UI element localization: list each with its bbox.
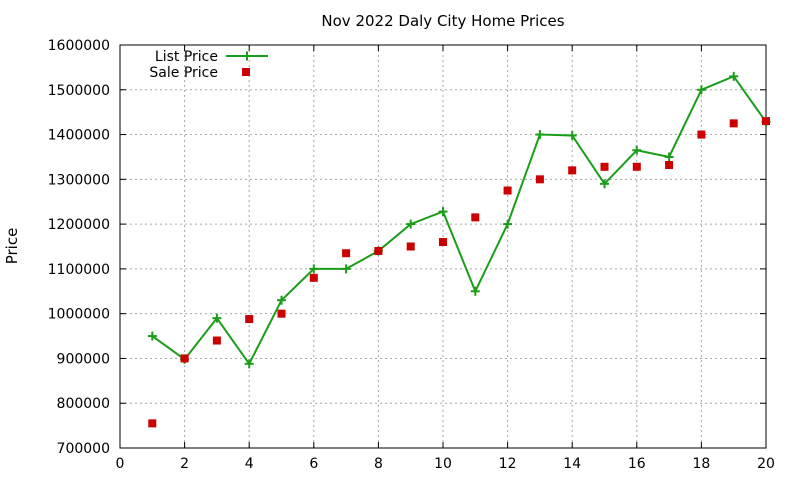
- data-point: [245, 315, 254, 324]
- data-point: [729, 71, 739, 81]
- data-point: [762, 117, 770, 126]
- x-tick-label: 8: [374, 456, 383, 472]
- x-tick-label: 18: [692, 456, 710, 472]
- data-point: [503, 219, 513, 229]
- data-point: [244, 359, 254, 369]
- y-tick-label: 1000000: [48, 307, 110, 323]
- data-point: [471, 213, 480, 222]
- x-tick-label: 0: [116, 456, 125, 472]
- y-tick-label: 1200000: [48, 217, 110, 233]
- data-point: [567, 130, 577, 140]
- series-1: [148, 117, 770, 428]
- chart-title: Nov 2022 Daly City Home Prices: [321, 12, 564, 30]
- x-tick-label: 6: [309, 456, 318, 472]
- data-point: [147, 331, 157, 341]
- y-tick-label: 700000: [57, 441, 110, 457]
- data-point: [535, 175, 544, 184]
- data-point: [664, 152, 674, 162]
- y-tick-label: 1100000: [48, 262, 110, 278]
- series-0: [147, 71, 771, 369]
- data-point: [470, 286, 480, 296]
- x-tick-label: 14: [563, 456, 581, 472]
- y-tick-label: 1600000: [48, 38, 110, 54]
- y-tick-label: 900000: [57, 351, 110, 367]
- data-point: [600, 179, 609, 189]
- x-tick-label: 10: [434, 456, 452, 472]
- legend-entry: List Price: [155, 49, 268, 65]
- data-point: [341, 264, 351, 274]
- x-tick-label: 12: [499, 456, 517, 472]
- x-tick-label: 20: [757, 456, 775, 472]
- data-point: [503, 186, 512, 195]
- data-point: [600, 162, 609, 171]
- data-point: [212, 336, 221, 345]
- data-point: [406, 242, 415, 251]
- data-point: [277, 295, 286, 305]
- data-point: [374, 246, 383, 255]
- data-point: [309, 264, 319, 274]
- legend-label: List Price: [155, 49, 218, 65]
- legend-entry: Sale Price: [149, 65, 250, 81]
- x-tick-label: 16: [628, 456, 646, 472]
- data-point: [148, 419, 157, 428]
- data-point: [696, 85, 706, 95]
- data-point: [180, 354, 189, 363]
- data-point: [212, 313, 222, 323]
- data-point: [438, 207, 448, 217]
- data-point: [342, 249, 351, 258]
- data-point: [439, 238, 447, 247]
- data-point: [406, 219, 416, 229]
- data-point: [277, 309, 286, 318]
- x-tick-label: 4: [245, 456, 254, 472]
- data-point: [632, 145, 642, 155]
- data-point: [729, 119, 738, 128]
- series-group: [147, 71, 771, 428]
- data-point: [697, 130, 706, 139]
- data-point: [632, 162, 641, 171]
- series-line: [151, 75, 767, 366]
- data-point: [665, 161, 674, 170]
- x-tick-label: 2: [180, 456, 189, 472]
- legend-marker: [242, 68, 250, 76]
- y-axis-label: Price: [3, 228, 21, 265]
- y-tick-label: 800000: [57, 396, 110, 412]
- axis-ticks: 0 2 4 6 8 10 12 14 16 18 20 700000 800000 900000 10000…: [48, 38, 775, 472]
- y-tick-label: 1400000: [48, 128, 110, 144]
- data-point: [568, 166, 577, 175]
- data-point: [535, 130, 545, 140]
- y-tick-label: 1300000: [48, 172, 110, 188]
- legend-marker: [242, 51, 252, 61]
- y-tick-label: 1500000: [48, 83, 110, 99]
- data-point: [309, 273, 318, 282]
- legend-label: Sale Price: [149, 65, 218, 81]
